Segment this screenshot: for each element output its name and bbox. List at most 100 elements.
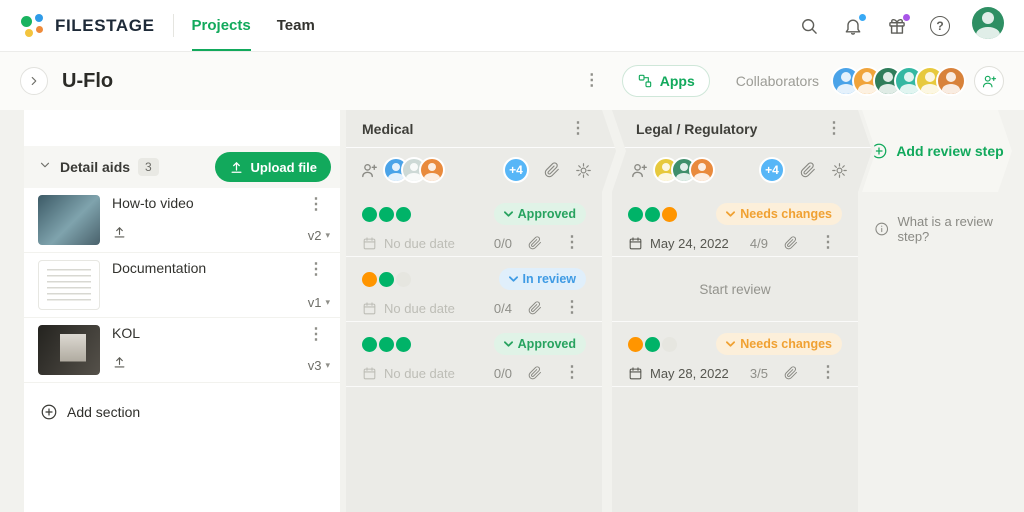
paperclip-icon[interactable] — [800, 162, 816, 178]
file-name[interactable]: Documentation — [112, 260, 207, 276]
version-label: v3 — [307, 357, 322, 373]
card-menu-kebab-icon[interactable]: ⋮ — [558, 363, 586, 383]
version-selector[interactable]: v3 ▾ — [308, 358, 330, 373]
apps-button-label: Apps — [659, 73, 695, 89]
due-date[interactable]: No due date — [362, 366, 455, 381]
file-row[interactable]: Documentation ⋮ v1 ▾ — [24, 253, 340, 318]
section-name[interactable]: Detail aids — [60, 159, 131, 175]
due-date-label: May 28, 2022 — [650, 365, 729, 381]
step-name: Legal / Regulatory — [636, 120, 758, 137]
file-row[interactable]: How-to video ⋮ v2 ▾ — [24, 188, 340, 253]
card-menu-kebab-icon[interactable]: ⋮ — [814, 363, 842, 383]
avatar[interactable] — [936, 66, 966, 96]
help-icon[interactable]: ? — [930, 15, 950, 36]
project-menu-kebab-icon[interactable]: ⋮ — [578, 71, 606, 91]
file-menu-kebab-icon[interactable]: ⋮ — [302, 195, 330, 215]
review-card[interactable]: Approved No due date 0/0 — [346, 322, 602, 387]
card-menu-kebab-icon[interactable]: ⋮ — [558, 233, 586, 253]
add-reviewer-icon[interactable] — [360, 161, 379, 180]
review-progress: 0/0 — [493, 235, 512, 251]
add-section-button[interactable]: Add section — [40, 403, 340, 421]
status-badge[interactable]: Needs changes — [716, 333, 842, 355]
status-badge[interactable]: Approved — [493, 333, 586, 355]
add-collaborator-button[interactable] — [974, 66, 1004, 96]
reviewer-avatars — [383, 157, 445, 183]
add-reviewer-icon[interactable] — [630, 161, 649, 180]
step-name: Medical — [362, 120, 414, 137]
file-thumbnail[interactable] — [38, 195, 100, 245]
gift-icon[interactable] — [886, 12, 911, 37]
review-step-help-link[interactable]: What is a review step? — [874, 214, 1024, 244]
file-thumbnail[interactable] — [38, 325, 100, 375]
due-date[interactable]: No due date — [362, 236, 455, 251]
status-badge[interactable]: In review — [498, 268, 586, 290]
upload-icon — [231, 161, 242, 173]
upload-file-label: Upload file — [250, 159, 317, 175]
version-selector[interactable]: v1 ▾ — [308, 295, 330, 310]
empty-status-dot — [662, 336, 677, 352]
due-date[interactable]: May 28, 2022 — [628, 366, 729, 381]
user-avatar[interactable] — [972, 7, 1004, 44]
review-card[interactable]: In review No due date 0/4 — [346, 257, 602, 322]
add-review-step-button[interactable]: Add review step — [862, 110, 1012, 192]
version-selector[interactable]: v2 ▾ — [308, 228, 330, 243]
due-date[interactable]: May 24, 2022 — [628, 236, 729, 251]
step-menu-kebab-icon[interactable]: ⋮ — [564, 119, 592, 139]
notifications-bell-icon[interactable] — [842, 12, 867, 37]
paperclip-icon[interactable] — [528, 366, 542, 380]
file-row[interactable]: KOL ⋮ v3 ▾ — [24, 318, 340, 383]
calendar-icon — [363, 366, 376, 379]
upload-new-version-icon[interactable] — [112, 355, 127, 375]
settings-gear-icon[interactable] — [575, 162, 592, 179]
review-step-medical: Medical ⋮ +4 — [346, 110, 602, 512]
settings-gear-icon[interactable] — [831, 162, 848, 179]
avatar[interactable] — [419, 157, 445, 183]
paperclip-icon[interactable] — [784, 366, 798, 380]
paperclip-icon[interactable] — [528, 301, 542, 315]
green-status-dot — [362, 336, 377, 352]
nav-team[interactable]: Team — [276, 17, 315, 34]
file-name[interactable]: How-to video — [112, 195, 194, 211]
avatar[interactable] — [972, 7, 1004, 39]
apps-button[interactable]: Apps — [621, 65, 710, 97]
filestage-logo[interactable]: FILESTAGE — [20, 0, 155, 51]
card-menu-kebab-icon[interactable]: ⋮ — [814, 233, 842, 253]
nav-projects[interactable]: Projects — [192, 0, 251, 51]
file-name[interactable]: KOL — [112, 325, 141, 341]
review-card[interactable]: Needs changes May 28, 2022 3/5 — [612, 322, 858, 387]
file-menu-kebab-icon[interactable]: ⋮ — [302, 325, 330, 345]
section-header: Detail aids 3 Upload file — [24, 146, 340, 188]
file-menu-kebab-icon[interactable]: ⋮ — [302, 260, 330, 280]
project-header: U-Flo ⋮ Apps Collaborators — [0, 52, 1024, 110]
file-thumbnail[interactable] — [38, 260, 100, 310]
upload-file-button[interactable]: Upload file — [214, 152, 331, 182]
section-count-badge: 3 — [138, 158, 159, 176]
search-icon[interactable] — [798, 15, 820, 37]
due-date-label: May 24, 2022 — [650, 235, 729, 251]
back-button[interactable] — [20, 67, 48, 95]
paperclip-icon[interactable] — [528, 236, 542, 250]
upload-new-version-icon[interactable] — [112, 225, 127, 245]
status-label: In review — [522, 272, 577, 286]
paperclip-icon[interactable] — [784, 236, 798, 250]
paperclip-icon[interactable] — [544, 162, 560, 178]
reviewer-overflow-badge[interactable]: +4 — [759, 157, 785, 183]
review-card[interactable]: Approved No due date 0/0 — [346, 192, 602, 257]
status-badge[interactable]: Needs changes — [716, 203, 842, 225]
card-menu-kebab-icon[interactable]: ⋮ — [558, 298, 586, 318]
start-review-button[interactable]: Start review — [699, 281, 771, 297]
green-status-dot — [645, 206, 660, 222]
avatar[interactable] — [689, 157, 715, 183]
file-main: How-to video ⋮ v2 ▾ — [100, 195, 330, 245]
reviewer-status-dots — [628, 206, 677, 222]
chevron-down-icon — [726, 341, 736, 347]
green-status-dot — [379, 206, 394, 222]
section-collapse-chevron-icon[interactable] — [38, 158, 52, 177]
review-step-help-label: What is a review step? — [897, 214, 993, 244]
reviewer-overflow-badge[interactable]: +4 — [503, 157, 529, 183]
reviewer-avatars — [653, 157, 715, 183]
status-badge[interactable]: Approved — [493, 203, 586, 225]
due-date[interactable]: No due date — [362, 301, 455, 316]
step-menu-kebab-icon[interactable]: ⋮ — [820, 119, 848, 139]
review-card[interactable]: Needs changes May 24, 2022 4/9 — [612, 192, 858, 257]
